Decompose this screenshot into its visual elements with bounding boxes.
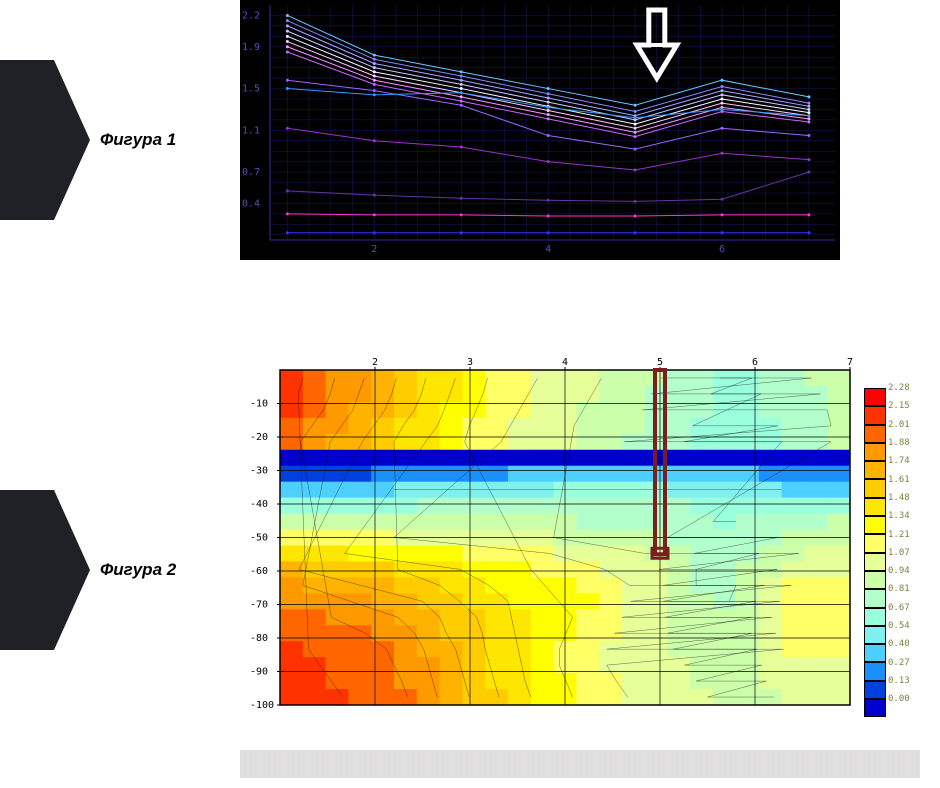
svg-text:1.5: 1.5 bbox=[242, 84, 260, 95]
legend-swatch bbox=[864, 479, 886, 497]
legend-value: 2.15 bbox=[888, 401, 910, 411]
svg-text:-80: -80 bbox=[250, 633, 268, 644]
figure-1-svg: 2.2 1.9 1.5 1.1 0.7 0.4 2 4 6 bbox=[240, 0, 840, 260]
legend-value: 0.27 bbox=[888, 658, 910, 668]
legend-value: 1.74 bbox=[888, 456, 910, 466]
legend-swatch bbox=[864, 699, 886, 717]
svg-text:7: 7 bbox=[847, 357, 853, 368]
svg-text:2: 2 bbox=[372, 357, 378, 368]
svg-text:2.2: 2.2 bbox=[242, 10, 260, 21]
svg-text:-20: -20 bbox=[250, 432, 268, 443]
legend-swatch bbox=[864, 626, 886, 644]
figure-1-label: Фигура 1 bbox=[0, 60, 90, 220]
noise-strip bbox=[240, 750, 920, 778]
legend-value: 0.40 bbox=[888, 639, 910, 649]
figure-2-caption: Фигура 2 bbox=[100, 560, 176, 580]
legend-swatch bbox=[864, 644, 886, 662]
svg-text:4: 4 bbox=[545, 244, 551, 255]
svg-text:-100: -100 bbox=[250, 700, 274, 710]
color-legend: 2.28 2.15 2.01 1.88 1.74 1.61 bbox=[864, 388, 922, 717]
svg-text:-50: -50 bbox=[250, 533, 268, 544]
legend-value: 0.67 bbox=[888, 603, 910, 613]
legend-value: 1.34 bbox=[888, 511, 910, 521]
hex-shape bbox=[0, 490, 90, 650]
legend-value: 1.61 bbox=[888, 475, 910, 485]
legend-swatch bbox=[864, 534, 886, 552]
legend-value: 2.01 bbox=[888, 420, 910, 430]
legend-swatch bbox=[864, 461, 886, 479]
legend-entry: 0.00 bbox=[864, 699, 922, 717]
legend-value: 1.21 bbox=[888, 530, 910, 540]
hex-shape bbox=[0, 60, 90, 220]
legend-value: 1.88 bbox=[888, 438, 910, 448]
legend-swatch bbox=[864, 443, 886, 461]
svg-text:-60: -60 bbox=[250, 566, 268, 577]
figure-1-caption: Фигура 1 bbox=[100, 130, 176, 150]
svg-text:0.7: 0.7 bbox=[242, 167, 260, 178]
svg-text:-70: -70 bbox=[250, 600, 268, 611]
svg-text:1.9: 1.9 bbox=[242, 42, 260, 53]
svg-text:3: 3 bbox=[467, 357, 473, 368]
legend-value: 2.28 bbox=[888, 383, 910, 393]
legend-value: 0.94 bbox=[888, 566, 910, 576]
svg-text:-30: -30 bbox=[250, 466, 268, 477]
figure-1-chart: 2.2 1.9 1.5 1.1 0.7 0.4 2 4 6 bbox=[240, 0, 840, 260]
svg-text:6: 6 bbox=[719, 244, 725, 255]
legend-value: 0.00 bbox=[888, 694, 910, 704]
legend-value: 1.48 bbox=[888, 493, 910, 503]
legend-swatch bbox=[864, 516, 886, 534]
legend-swatch bbox=[864, 608, 886, 626]
svg-text:5: 5 bbox=[657, 357, 663, 368]
legend-swatch bbox=[864, 406, 886, 424]
legend-value: 0.13 bbox=[888, 676, 910, 686]
svg-text:6: 6 bbox=[752, 357, 758, 368]
svg-text:0.4: 0.4 bbox=[242, 198, 260, 209]
svg-text:2: 2 bbox=[371, 244, 377, 255]
figure-2-chart: 2 3 4 5 6 7 -10 -20 -30 -40 -50 -60 -70 -80 -90 -100 bbox=[240, 350, 860, 710]
legend-swatch bbox=[864, 662, 886, 680]
legend-swatch bbox=[864, 498, 886, 516]
legend-swatch bbox=[864, 425, 886, 443]
legend-swatch bbox=[864, 571, 886, 589]
legend-swatch bbox=[864, 388, 886, 406]
svg-text:-40: -40 bbox=[250, 499, 268, 510]
figure-2-svg: 2 3 4 5 6 7 -10 -20 -30 -40 -50 -60 -70 -80 -90 -100 bbox=[240, 350, 860, 710]
legend-swatch bbox=[864, 681, 886, 699]
legend-value: 1.07 bbox=[888, 548, 910, 558]
legend-value: 0.81 bbox=[888, 584, 910, 594]
svg-text:1.1: 1.1 bbox=[242, 125, 260, 136]
svg-text:-10: -10 bbox=[250, 399, 268, 410]
svg-text:4: 4 bbox=[562, 357, 568, 368]
legend-swatch bbox=[864, 589, 886, 607]
figure-2-label: Фигура 2 bbox=[0, 490, 90, 650]
legend-swatch bbox=[864, 553, 886, 571]
legend-value: 0.54 bbox=[888, 621, 910, 631]
svg-text:-90: -90 bbox=[250, 667, 268, 678]
